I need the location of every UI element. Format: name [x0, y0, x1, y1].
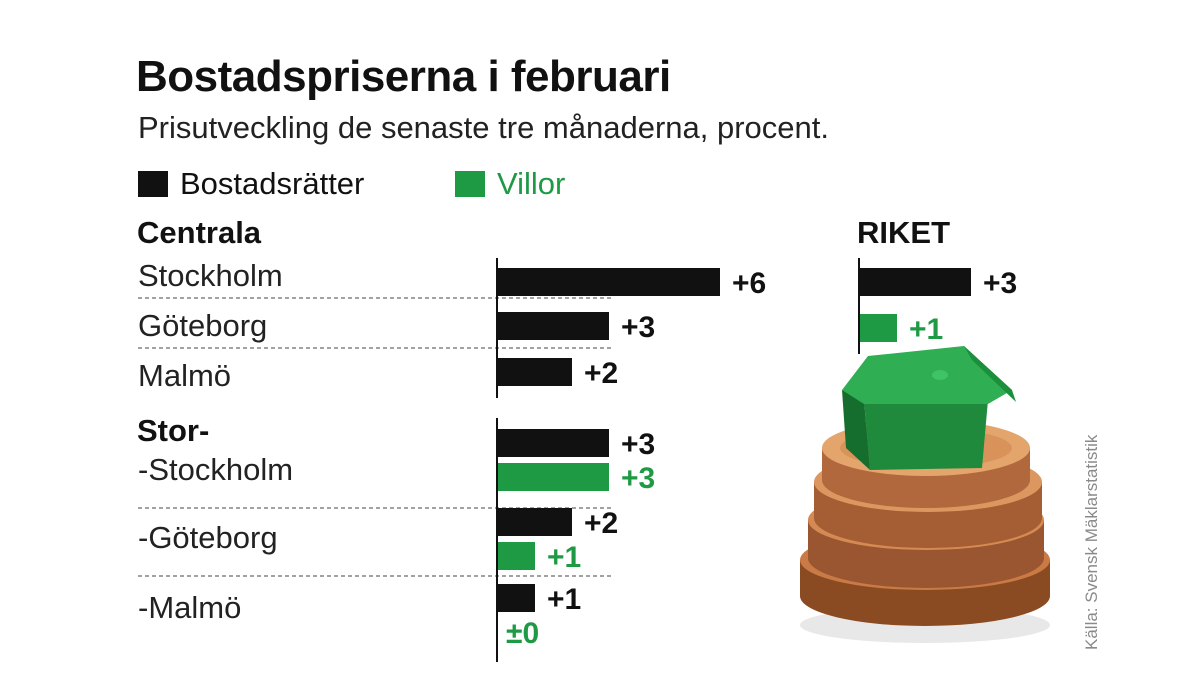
group0-row0-bostadsratter-bar — [498, 268, 720, 296]
group0-row0-bostadsratter-value-label: +6 — [732, 267, 766, 300]
legend-swatch-villor — [455, 171, 485, 197]
group0-row1-bostadsratter-bar — [498, 312, 609, 340]
row-label-stor-goteborg: -Göteborg — [138, 520, 278, 555]
riket-bostadsratter-bar — [860, 268, 971, 296]
row-label-stor-malmo: -Malmö — [138, 590, 242, 625]
group0-row1-bostadsratter-value-label: +3 — [621, 311, 655, 344]
toy-house — [842, 346, 1016, 470]
group1-row1-villor-bar — [498, 542, 535, 570]
row-label-goteborg: Göteborg — [138, 308, 268, 343]
group1-row1-villor-value-label: +1 — [547, 541, 581, 574]
group-header-centrala: Centrala — [137, 215, 262, 250]
group1-row2-villor-value-label: ±0 — [506, 617, 539, 650]
row-label-stor-stockholm: -Stockholm — [138, 452, 294, 487]
group-header-stor: Stor- — [137, 413, 210, 448]
group0-row2-bostadsratter-bar — [498, 358, 572, 386]
row-label-malmo: Malmö — [138, 358, 232, 393]
group1-row0-villor-value-label: +3 — [621, 462, 655, 495]
legend-item-villor: Villor — [455, 166, 565, 202]
group1-row2-bostadsratter-value-label: +1 — [547, 583, 581, 616]
chart-subtitle: Prisutveckling de senaste tre månaderna,… — [138, 110, 829, 145]
group-header-riket: RIKET — [857, 215, 950, 250]
source-label: Källa: Svensk Mäklarstatistik — [1082, 434, 1101, 650]
group1-row2-bostadsratter-bar — [498, 584, 535, 612]
group0-row2-bostadsratter-value-label: +2 — [584, 357, 618, 390]
riket-villor-bar — [860, 314, 897, 342]
group1-row1-bostadsratter-value-label: +2 — [584, 507, 618, 540]
legend-item-bostadsratter: Bostadsrätter — [138, 166, 364, 202]
group1-row0-bostadsratter-bar — [498, 429, 609, 457]
group1-row1-bostadsratter-bar — [498, 508, 572, 536]
group1-row0-bostadsratter-value-label: +3 — [621, 428, 655, 461]
legend-swatch-bostadsratter — [138, 171, 168, 197]
chart-title: Bostadspriserna i februari — [136, 52, 671, 101]
legend-label-bostadsratter: Bostadsrätter — [180, 166, 365, 201]
row-label-stockholm: Stockholm — [138, 258, 283, 293]
riket-villor-value-label: +1 — [909, 313, 943, 346]
legend-label-villor: Villor — [497, 166, 566, 201]
riket-bostadsratter-value-label: +3 — [983, 267, 1017, 300]
group1-row0-villor-bar — [498, 463, 609, 491]
house-coins-illustration — [800, 346, 1050, 643]
